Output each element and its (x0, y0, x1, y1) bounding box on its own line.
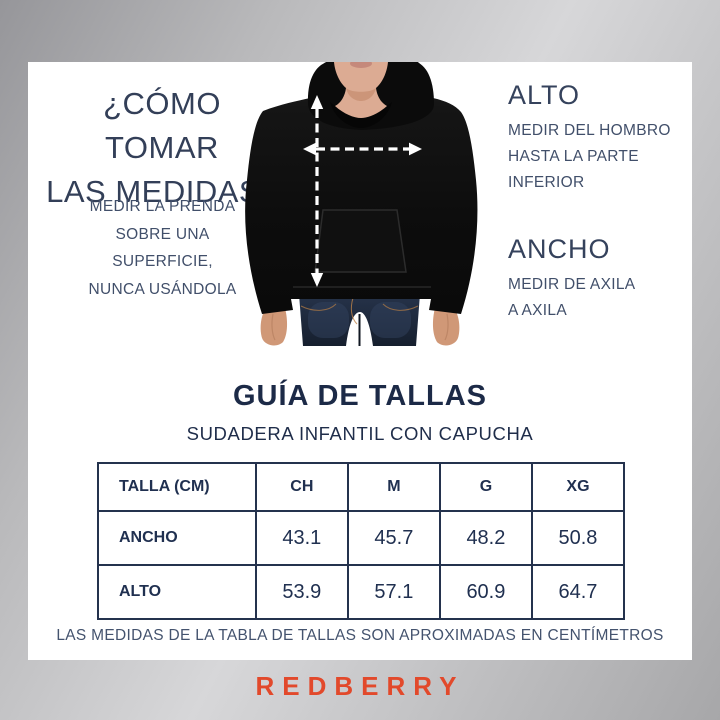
value-cell: 48.2 (438, 510, 533, 566)
alto-measure-arrow (310, 95, 324, 287)
row-label-cell: ALTO (97, 564, 257, 620)
hands (260, 306, 460, 346)
value-cell: 45.7 (346, 510, 441, 566)
kangaroo-pocket (314, 209, 407, 273)
size-guide-subtitle: SUDADERA INFANTIL CON CAPUCHA (186, 423, 534, 444)
value-cell: 50.8 (530, 510, 626, 566)
ancho-label: ANCHO (508, 234, 611, 264)
size-table-header-row: TALLA (CM) CH M G XG (97, 462, 626, 512)
value-cell: 64.7 (530, 564, 626, 620)
header-cell-xg: XG (530, 462, 626, 512)
table-row-ancho: ANCHO 43.1 45.7 48.2 50.8 (97, 510, 626, 566)
alto-label: ALTO (508, 80, 581, 110)
hoodie-model-photo (237, 59, 483, 348)
jeans (299, 294, 420, 346)
value-cell: 60.9 (438, 564, 533, 620)
value-cell: 57.1 (346, 564, 441, 620)
value-cell: 43.1 (254, 510, 349, 566)
size-guide-card: ¿CÓMO TOMAR LAS MEDIDAS? MEDIR LA PRENDA… (28, 59, 692, 660)
size-table: TALLA (CM) CH M G XG ANCHO 43.1 45.7 48.… (97, 462, 626, 620)
model-face (334, 59, 388, 118)
header-cell-m: M (346, 462, 441, 512)
ancho-measure-block: ANCHO MEDIR DE AXILA A AXILA (508, 234, 678, 324)
ancho-description: MEDIR DE AXILA A AXILA (508, 276, 636, 319)
alto-measure-block: ALTO MEDIR DEL HOMBRO HASTA LA PARTE INF… (508, 80, 678, 196)
ancho-measure-arrow (303, 142, 422, 156)
header-cell-ch: CH (254, 462, 349, 512)
header-cell-g: G (438, 462, 533, 512)
alto-description: MEDIR DEL HOMBRO HASTA LA PARTE INFERIOR (508, 122, 671, 191)
row-label-cell: ANCHO (97, 510, 257, 566)
size-guide-footnote: LAS MEDIDAS DE LA TABLA DE TALLAS SON AP… (56, 627, 664, 644)
how-to-measure-note: MEDIR LA PRENDA SOBRE UNA SUPERFICIE, NU… (88, 198, 237, 298)
table-row-alto: ALTO 53.9 57.1 60.9 64.7 (97, 564, 626, 620)
header-cell-talla: TALLA (CM) (97, 462, 257, 512)
value-cell: 53.9 (254, 564, 349, 620)
brand-logo: REDBERRY (255, 671, 465, 701)
size-guide-title: GUÍA DE TALLAS (232, 380, 488, 412)
